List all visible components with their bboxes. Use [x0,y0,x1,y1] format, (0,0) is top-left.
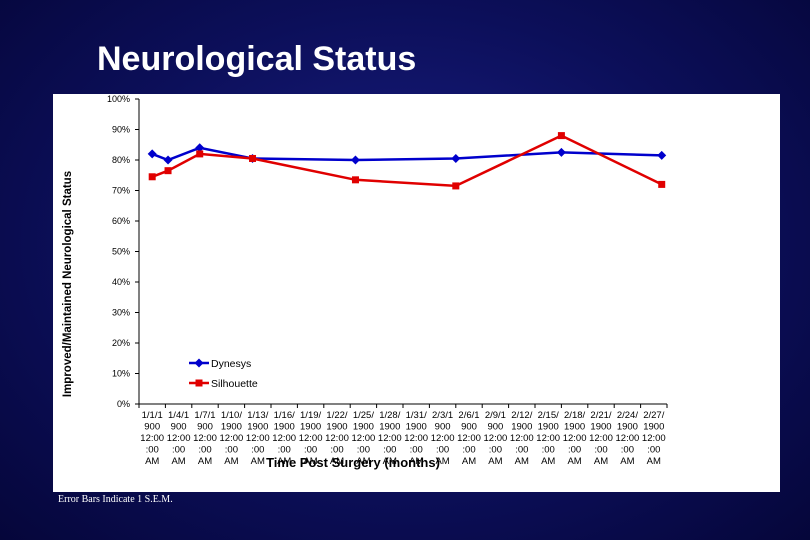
data-point [556,147,566,157]
y-axis-title: Improved/Maintained Neurological Status [62,171,74,397]
x-tick-label: 1/1/1 900 12:00:00 AM [140,410,164,467]
y-tick-label: 80% [112,155,130,165]
data-point [249,154,257,162]
y-tick-label: 100% [107,94,130,104]
x-tick-label: 2/3/1 900 12:00:00 AM [431,410,455,467]
neurological-status-line-chart: 0% 10% 20% 30% 40% 50% 60% 70% 80% 90% 100% 1/1/1 9… [62,94,668,470]
y-axis-ticks: 0% 10% 20% 30% 40% 50% 60% 70% 80% 90% 100% [107,94,139,409]
data-point [451,153,461,163]
data-point [351,176,359,184]
y-tick-label: 90% [112,125,130,135]
legend-label: Silhouette [211,378,258,390]
x-tick-label: 1/4/1 900 12:00:00 AM [167,410,191,467]
series-dynesys [147,143,667,165]
x-axis-ticks: 1/1/1 900 12:00:00 AM1/4/1 900 12:00:00 AM1/7/… [138,404,668,467]
y-tick-label: 0% [117,399,130,409]
data-point [163,155,173,165]
legend-marker [195,379,203,387]
data-point [195,143,205,153]
x-tick-label: 2/6/1 900 12:00:00 AM [457,410,481,467]
chart-panel: 0% 10% 20% 30% 40% 50% 60% 70% 80% 90% 100% 1/1/1 9… [53,94,780,492]
data-point [657,150,667,160]
series-silhouette [148,132,666,190]
data-point [452,182,460,190]
y-tick-label: 60% [112,216,130,226]
legend-marker [194,358,204,368]
data-point [557,132,565,140]
data-point [147,149,157,159]
x-tick-label: 2/24/1900 12:00:00 AM [616,410,640,467]
legend-item: Silhouette [189,378,258,390]
y-tick-label: 20% [112,338,130,348]
series-line [151,146,662,162]
x-tick-label: 1/10/1900 12:00:00 AM [220,410,244,467]
x-tick-label: 1/7/1 900 12:00:00 AM [193,410,217,467]
y-tick-label: 50% [112,247,130,257]
x-tick-label: 1/19/1900 12:00:00 AM [299,410,323,467]
x-tick-label: 2/12/1900 12:00:00 AM [510,410,534,467]
series-line [151,134,663,188]
x-tick-label: 1/22/1900 12:00:00 AM [325,410,349,467]
footnote: Error Bars Indicate 1 S.E.M. [58,494,173,505]
data-point [196,150,204,158]
data-point [164,167,172,175]
legend: Dynesys Silhouette [189,358,258,390]
y-tick-label: 30% [112,308,130,318]
legend-label: Dynesys [211,358,251,370]
x-tick-label: 2/21/1900 12:00:00 AM [589,410,613,467]
data-point [658,180,666,188]
series-layer [147,132,667,190]
x-tick-label: 1/13/1900 12:00:00 AM [246,410,270,467]
x-tick-label: 2/27/1900 12:00:00 AM [642,410,666,467]
x-tick-label: 2/9/1 900 12:00:00 AM [484,410,508,467]
legend-item: Dynesys [189,358,251,370]
slide-title: Neurological Status [97,40,417,78]
data-point [350,155,360,165]
x-tick-label: 1/25/1900 12:00:00 AM [352,410,376,467]
data-point [148,173,156,181]
x-tick-label: 2/15/1900 12:00:00 AM [536,410,560,467]
y-tick-label: 40% [112,277,130,287]
x-tick-label: 1/28/1900 12:00:00 AM [378,410,402,467]
y-tick-label: 10% [112,369,130,379]
y-tick-label: 70% [112,186,130,196]
x-axis-title: Time Post Surgery (months) [266,455,440,470]
x-tick-label: 1/16/1900 12:00:00 AM [272,410,296,467]
x-tick-label: 1/31/1900 12:00:00 AM [404,410,428,467]
x-tick-label: 2/18/1900 12:00:00 AM [563,410,587,467]
